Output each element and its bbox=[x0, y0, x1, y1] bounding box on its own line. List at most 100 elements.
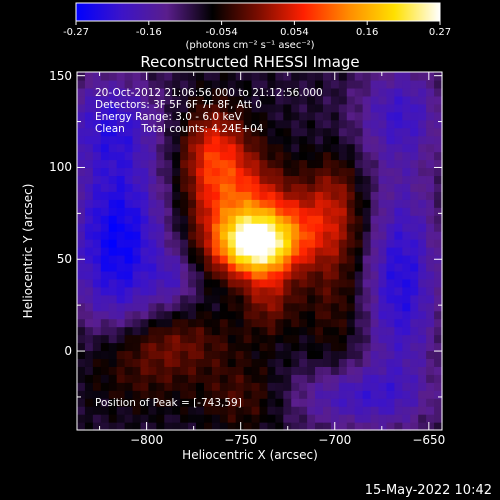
heatmap-cell bbox=[140, 207, 150, 216]
heatmap-cell bbox=[410, 127, 419, 137]
heatmap-cell bbox=[219, 270, 229, 280]
heatmap-cell bbox=[291, 87, 300, 97]
heatmap-cell bbox=[386, 366, 395, 375]
heatmap-cell bbox=[338, 95, 348, 105]
heatmap-cell bbox=[172, 87, 181, 97]
heatmap-cell bbox=[346, 183, 356, 192]
heatmap-cell bbox=[203, 294, 213, 304]
heatmap-cell bbox=[394, 199, 403, 208]
heatmap-cell bbox=[140, 151, 150, 161]
heatmap-cell bbox=[116, 175, 126, 184]
heatmap-cell bbox=[100, 286, 110, 296]
heatmap-cell bbox=[299, 143, 308, 153]
heatmap-cell bbox=[275, 72, 284, 81]
heatmap-cell bbox=[251, 270, 261, 280]
heatmap-cell bbox=[315, 278, 324, 288]
heatmap-cell bbox=[330, 199, 340, 208]
heatmap-cell bbox=[92, 135, 102, 145]
heatmap-cell bbox=[322, 326, 332, 336]
heatmap-cell bbox=[203, 286, 213, 296]
heatmap-cell bbox=[307, 366, 316, 375]
heatmap-cell bbox=[124, 310, 134, 320]
heatmap-cell bbox=[243, 318, 253, 328]
heatmap-cell bbox=[394, 231, 403, 240]
heatmap-cell bbox=[132, 278, 142, 288]
heatmap-cell bbox=[283, 191, 292, 200]
heatmap-cell bbox=[267, 79, 276, 89]
heatmap-cell bbox=[410, 207, 419, 216]
heatmap-cell bbox=[362, 191, 372, 200]
heatmap-cell bbox=[148, 119, 157, 129]
heatmap-cell bbox=[434, 215, 443, 224]
heatmap-cell bbox=[330, 247, 340, 256]
heatmap-cell bbox=[259, 310, 269, 320]
heatmap-cell bbox=[108, 199, 118, 208]
heatmap-cell bbox=[322, 111, 332, 121]
heatmap-cell bbox=[172, 223, 181, 232]
heatmap-cell bbox=[394, 183, 403, 192]
heatmap-cell bbox=[283, 390, 292, 399]
heatmap-cell bbox=[426, 374, 435, 383]
heatmap-cell bbox=[322, 231, 332, 240]
heatmap-cell bbox=[299, 254, 308, 264]
heatmap-cell bbox=[362, 159, 372, 169]
heatmap-cell bbox=[338, 334, 348, 344]
heatmap-cell bbox=[307, 334, 316, 344]
heatmap-cell bbox=[227, 247, 237, 256]
heatmap-cell bbox=[77, 294, 86, 304]
heatmap-cell bbox=[251, 111, 261, 121]
heatmap-cell bbox=[259, 262, 269, 272]
heatmap-cell bbox=[77, 103, 86, 113]
heatmap-cell bbox=[394, 270, 403, 280]
heatmap-cell bbox=[434, 87, 443, 97]
heatmap-cell bbox=[386, 318, 395, 328]
heatmap-cell bbox=[434, 318, 443, 328]
heatmap-cell bbox=[164, 135, 173, 145]
heatmap-cell bbox=[275, 95, 284, 105]
heatmap-cell bbox=[283, 79, 292, 89]
heatmap-cell bbox=[243, 95, 253, 105]
heatmap-cell bbox=[307, 270, 316, 280]
heatmap-cell bbox=[330, 143, 340, 153]
heatmap-cell bbox=[338, 159, 348, 169]
heatmap-cell bbox=[370, 151, 380, 161]
heatmap-cell bbox=[196, 151, 205, 161]
heatmap-cell bbox=[418, 414, 427, 423]
heatmap-cell bbox=[140, 262, 150, 272]
heatmap-cell bbox=[148, 342, 157, 352]
heatmap-cell bbox=[386, 350, 395, 359]
heatmap-cell bbox=[394, 398, 403, 407]
heatmap-cell bbox=[394, 143, 403, 153]
heatmap-cell bbox=[132, 382, 142, 391]
heatmap-cell bbox=[100, 215, 110, 224]
heatmap-cell bbox=[235, 159, 245, 169]
heatmap-cell bbox=[235, 151, 245, 161]
heatmap-cell bbox=[235, 326, 245, 336]
heatmap-cell bbox=[315, 286, 324, 296]
heatmap-cell bbox=[156, 159, 165, 169]
heatmap-cell bbox=[426, 215, 435, 224]
heatmap-cell bbox=[315, 143, 324, 153]
heatmap-cell bbox=[299, 334, 308, 344]
heatmap-cell bbox=[338, 382, 348, 391]
heatmap-cell bbox=[251, 342, 261, 352]
heatmap-cell bbox=[148, 231, 157, 240]
heatmap-cell bbox=[299, 183, 308, 192]
heatmap-cell bbox=[362, 103, 372, 113]
heatmap-cell bbox=[338, 262, 348, 272]
heatmap-cell bbox=[259, 231, 269, 240]
heatmap-cell bbox=[180, 119, 189, 129]
heatmap-cell bbox=[140, 143, 150, 153]
heatmap-cell bbox=[291, 111, 300, 121]
heatmap-cell bbox=[275, 294, 284, 304]
heatmap-cell bbox=[378, 350, 388, 359]
heatmap-cell bbox=[219, 111, 229, 121]
heatmap-cell bbox=[116, 302, 126, 312]
heatmap-cell bbox=[338, 310, 348, 320]
heatmap-cell bbox=[402, 199, 411, 208]
heatmap-cell bbox=[124, 366, 134, 375]
heatmap-cell bbox=[394, 95, 403, 105]
heatmap-cell bbox=[251, 87, 261, 97]
heatmap-cell bbox=[84, 350, 94, 359]
heatmap-cell bbox=[362, 374, 372, 383]
